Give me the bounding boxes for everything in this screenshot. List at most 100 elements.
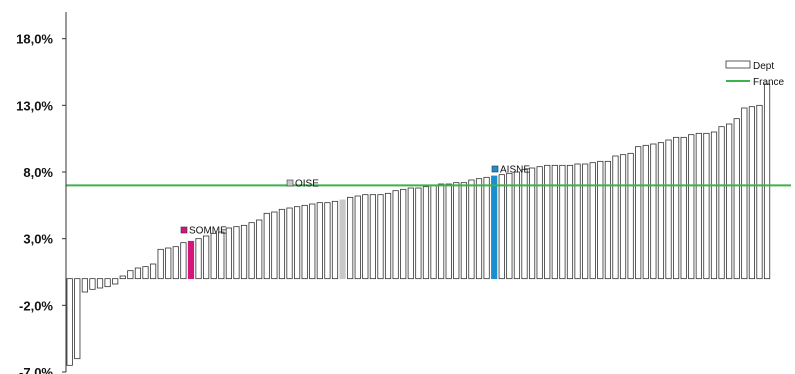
bar xyxy=(650,143,657,280)
bar xyxy=(96,278,104,289)
bar xyxy=(233,226,240,280)
bar xyxy=(430,184,437,280)
bar xyxy=(263,212,270,280)
y-tick-label: 18,0% xyxy=(16,32,53,47)
bar xyxy=(195,238,202,280)
callout-label-aisne: AISNE xyxy=(500,165,530,176)
bar xyxy=(256,219,263,280)
bar xyxy=(627,152,634,280)
bar xyxy=(703,132,710,280)
bar xyxy=(680,136,687,280)
legend: Dept France xyxy=(725,60,785,88)
bar xyxy=(354,195,361,280)
callout-marker-aisne xyxy=(491,165,499,173)
bar xyxy=(468,179,475,280)
bar xyxy=(763,83,771,280)
bar xyxy=(278,208,286,280)
bar xyxy=(74,278,81,360)
bar xyxy=(286,207,293,280)
y-tick-label: 13,0% xyxy=(16,98,53,113)
y-tick-label: 8,0% xyxy=(23,165,53,180)
legend-label-dept: Dept xyxy=(753,61,774,72)
bar xyxy=(301,204,308,280)
bar xyxy=(112,278,119,285)
bar xyxy=(521,168,528,280)
callouts: SOMME OISE AISNE xyxy=(180,165,530,237)
bar xyxy=(460,182,467,280)
bar xyxy=(240,224,248,280)
legend-swatch-dept xyxy=(725,60,751,69)
bar xyxy=(695,132,702,280)
bar xyxy=(384,192,392,280)
bar xyxy=(347,196,354,280)
bar xyxy=(81,278,88,293)
legend-label-france: France xyxy=(753,77,785,88)
bar xyxy=(582,163,589,280)
bar xyxy=(331,200,339,280)
bar xyxy=(400,188,407,280)
bar xyxy=(597,160,604,280)
y-tick-label: 3,0% xyxy=(23,232,53,247)
bar xyxy=(756,104,763,280)
bar xyxy=(506,172,513,280)
bar xyxy=(574,163,581,280)
bar xyxy=(293,206,301,280)
bar xyxy=(157,248,164,280)
bar xyxy=(475,178,483,280)
bar xyxy=(718,126,725,280)
bar xyxy=(453,182,460,280)
y-tick-label: -2,0% xyxy=(19,298,53,313)
bar xyxy=(210,232,217,280)
bar xyxy=(377,194,384,280)
bar xyxy=(710,131,718,280)
bar-somme xyxy=(187,240,195,280)
y-axis-ticks: -7,0% -2,0% 3,0% 8,0% 13,0% 18,0% xyxy=(16,32,66,374)
bar xyxy=(733,118,740,280)
bar xyxy=(589,162,596,280)
bar xyxy=(612,155,619,280)
y-tick-label: -7,0% xyxy=(19,365,53,374)
bar xyxy=(119,275,126,280)
bar xyxy=(559,164,566,280)
bar xyxy=(127,270,134,280)
bar xyxy=(180,242,187,280)
bar xyxy=(149,263,157,280)
bar xyxy=(566,164,574,280)
bar xyxy=(544,164,551,280)
bar xyxy=(438,183,445,280)
bar xyxy=(483,176,490,280)
bar xyxy=(104,278,111,288)
bar xyxy=(248,222,255,280)
bars xyxy=(66,83,771,366)
callout-marker-somme xyxy=(180,226,188,234)
bar xyxy=(172,246,179,280)
bar xyxy=(551,164,558,280)
bar-oise xyxy=(339,199,346,280)
bar xyxy=(66,278,73,366)
bar xyxy=(407,187,414,280)
bar xyxy=(673,136,680,280)
callout-label-oise: OISE xyxy=(295,179,319,190)
bar xyxy=(657,142,665,280)
bar xyxy=(513,171,521,280)
bar xyxy=(642,144,649,280)
bar xyxy=(665,139,672,280)
bar xyxy=(362,194,369,280)
bar xyxy=(741,107,748,280)
bar xyxy=(415,187,422,280)
bar xyxy=(369,194,377,280)
bar xyxy=(134,267,142,280)
bar xyxy=(748,106,756,280)
bar xyxy=(635,146,642,280)
bar xyxy=(498,174,505,280)
bar xyxy=(316,202,323,280)
bar xyxy=(89,278,96,290)
bar xyxy=(528,167,536,280)
bar xyxy=(445,183,452,280)
bar-aisne xyxy=(491,175,498,280)
bar xyxy=(688,134,695,280)
bar xyxy=(392,190,399,280)
bar xyxy=(271,211,278,280)
callout-marker-oise xyxy=(286,179,294,187)
